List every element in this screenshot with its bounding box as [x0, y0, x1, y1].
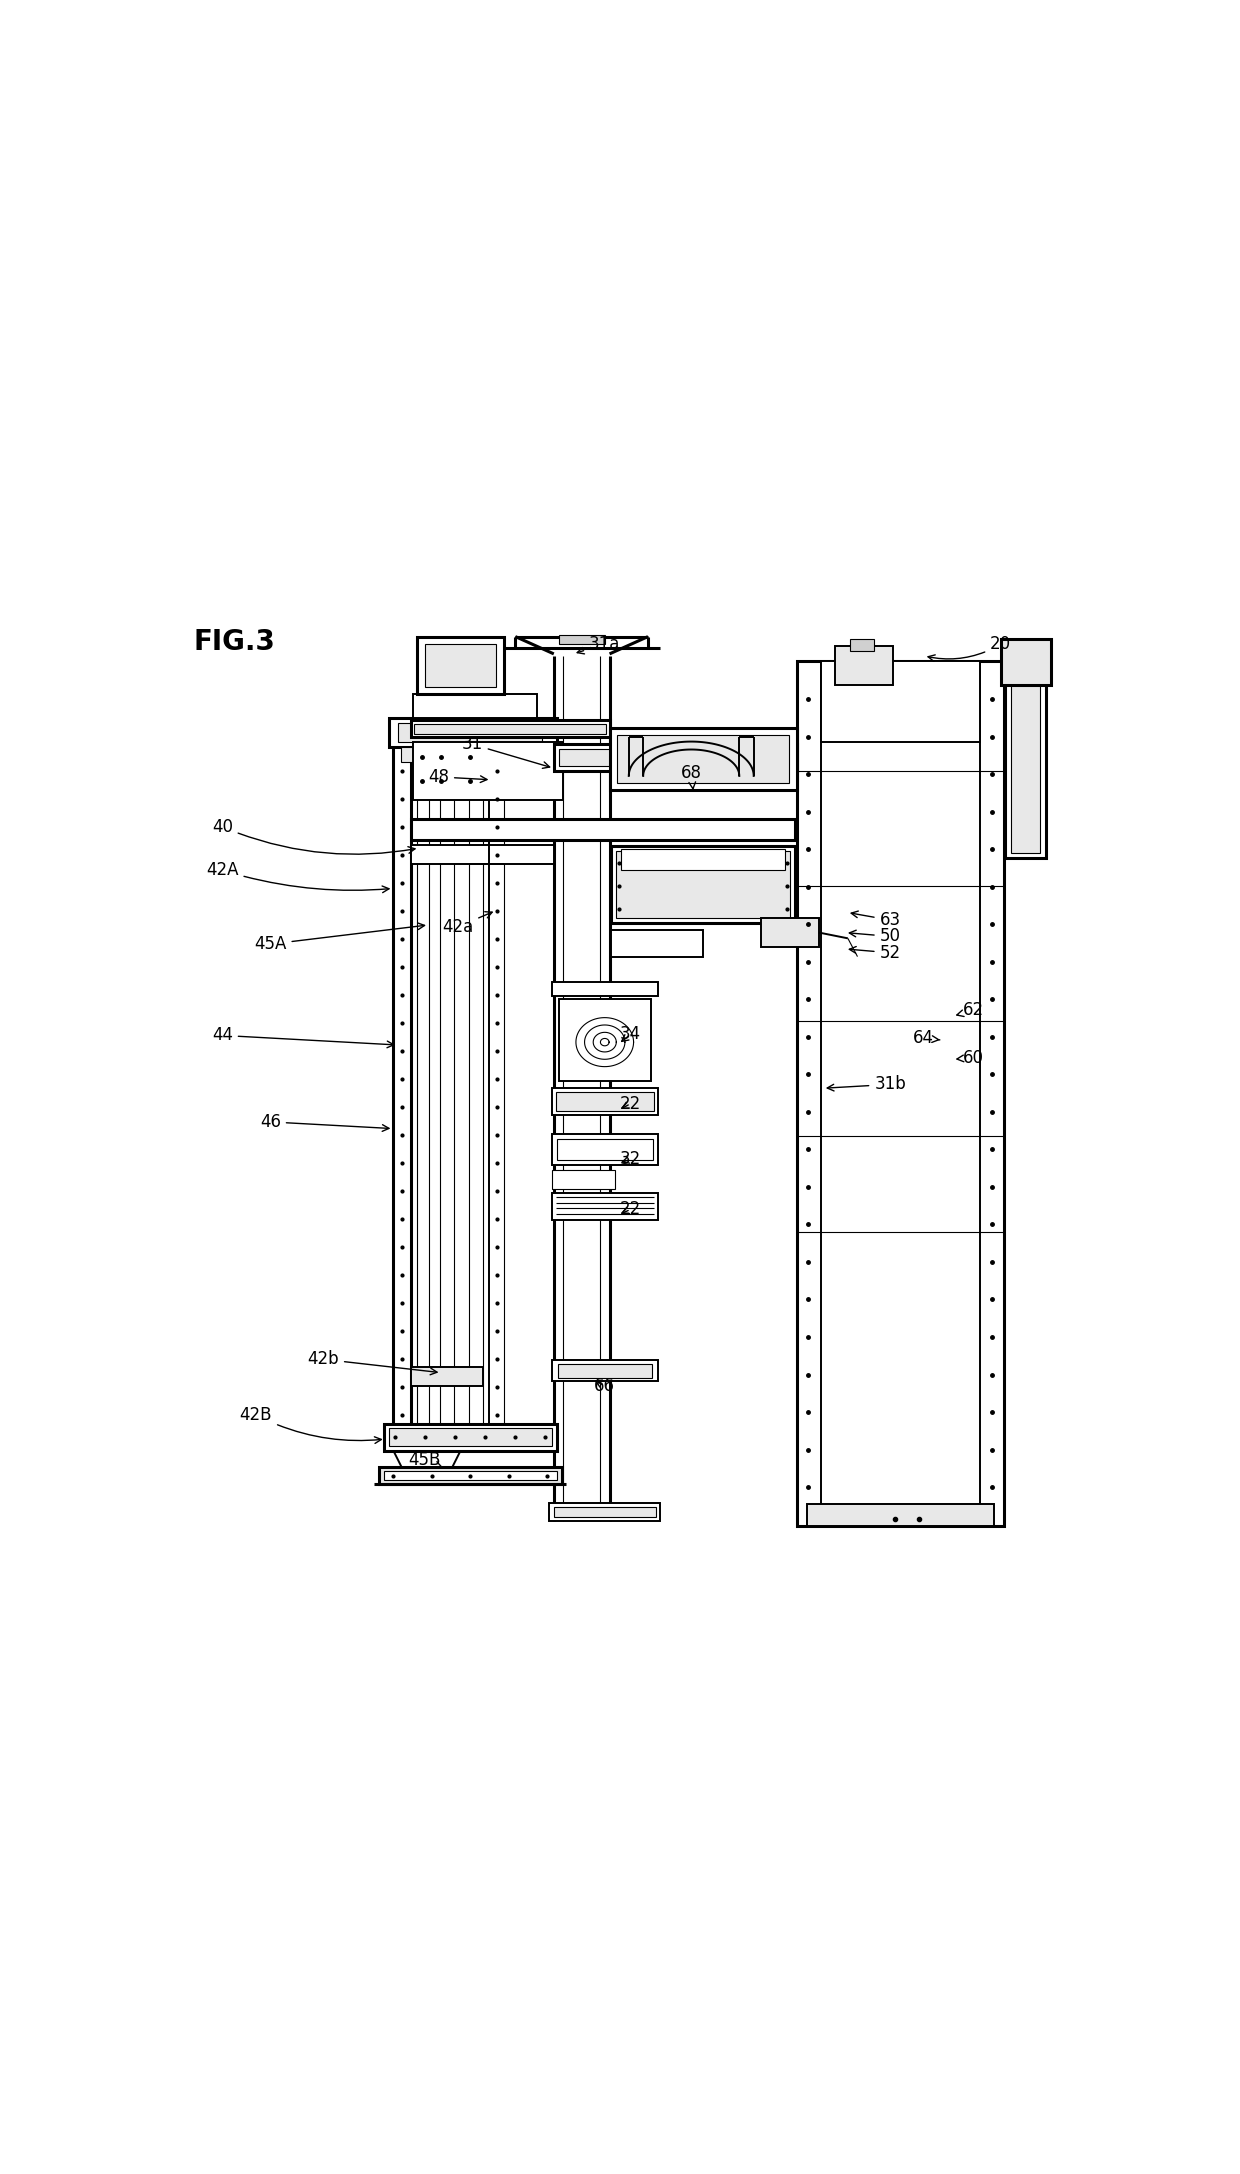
Bar	[388, 1428, 552, 1446]
Bar	[552, 983, 657, 996]
Bar	[418, 637, 503, 694]
Bar	[410, 846, 554, 865]
Bar	[554, 744, 797, 772]
Bar	[413, 741, 563, 800]
Text: 64: 64	[914, 1028, 940, 1048]
Bar	[1012, 665, 1040, 852]
Bar	[425, 644, 496, 687]
Bar	[383, 1472, 557, 1480]
Bar	[610, 728, 797, 791]
Text: 42A: 42A	[206, 861, 389, 894]
Bar	[611, 846, 795, 924]
Bar	[556, 1091, 653, 1111]
Text: 31: 31	[461, 735, 549, 767]
Bar	[1006, 657, 1045, 857]
Text: 50: 50	[849, 928, 900, 946]
Bar	[554, 1507, 656, 1517]
Text: 31b: 31b	[827, 1076, 906, 1094]
Text: 22: 22	[620, 1200, 641, 1217]
Bar	[552, 1194, 657, 1220]
Text: FIG.3: FIG.3	[193, 628, 275, 657]
Bar	[557, 1139, 652, 1161]
Text: 42a: 42a	[443, 911, 492, 935]
Text: 62: 62	[957, 1002, 985, 1020]
Bar	[413, 694, 537, 717]
Text: 48: 48	[428, 767, 487, 785]
Bar	[552, 1089, 657, 1115]
Bar	[552, 1135, 657, 1165]
Bar	[552, 1170, 615, 1189]
Bar	[806, 1504, 994, 1526]
Text: 31a: 31a	[577, 635, 620, 654]
Bar	[451, 748, 465, 761]
Bar	[616, 850, 790, 917]
Bar	[398, 724, 542, 741]
Bar	[559, 998, 651, 1080]
Bar	[621, 850, 785, 870]
Bar	[388, 717, 557, 748]
Text: 20: 20	[928, 635, 1012, 661]
Text: 66: 66	[594, 1376, 615, 1396]
Text: 63: 63	[851, 911, 900, 928]
Bar	[761, 917, 820, 948]
Bar	[414, 724, 605, 733]
Text: 22: 22	[620, 1096, 641, 1113]
Bar	[618, 735, 789, 783]
Text: 42B: 42B	[239, 1407, 382, 1444]
Text: 32: 32	[620, 1150, 641, 1167]
Bar	[797, 661, 1003, 1526]
Bar	[379, 1467, 562, 1485]
Bar	[558, 1363, 652, 1378]
Text: 34: 34	[620, 1026, 641, 1044]
Bar	[821, 661, 980, 741]
Bar	[410, 1367, 482, 1387]
Bar	[401, 748, 414, 761]
Bar	[552, 1361, 657, 1380]
Text: 45B: 45B	[408, 1452, 443, 1470]
Bar	[485, 748, 498, 761]
Bar	[849, 639, 874, 650]
Text: 45A: 45A	[254, 924, 424, 952]
Text: 46: 46	[260, 1113, 389, 1130]
Bar	[410, 820, 795, 841]
Bar	[383, 1424, 557, 1450]
Bar	[420, 748, 434, 761]
Bar	[1001, 639, 1050, 685]
Text: 52: 52	[849, 944, 900, 961]
Bar	[558, 635, 605, 644]
Bar	[410, 720, 610, 737]
Bar	[611, 930, 703, 957]
Bar	[558, 750, 792, 765]
Text: 68: 68	[681, 763, 702, 789]
Text: 60: 60	[957, 1048, 985, 1067]
Bar	[549, 1504, 661, 1520]
Text: 44: 44	[212, 1026, 394, 1048]
Bar	[836, 646, 893, 685]
Text: 40: 40	[212, 817, 415, 854]
Text: 42b: 42b	[308, 1350, 436, 1374]
